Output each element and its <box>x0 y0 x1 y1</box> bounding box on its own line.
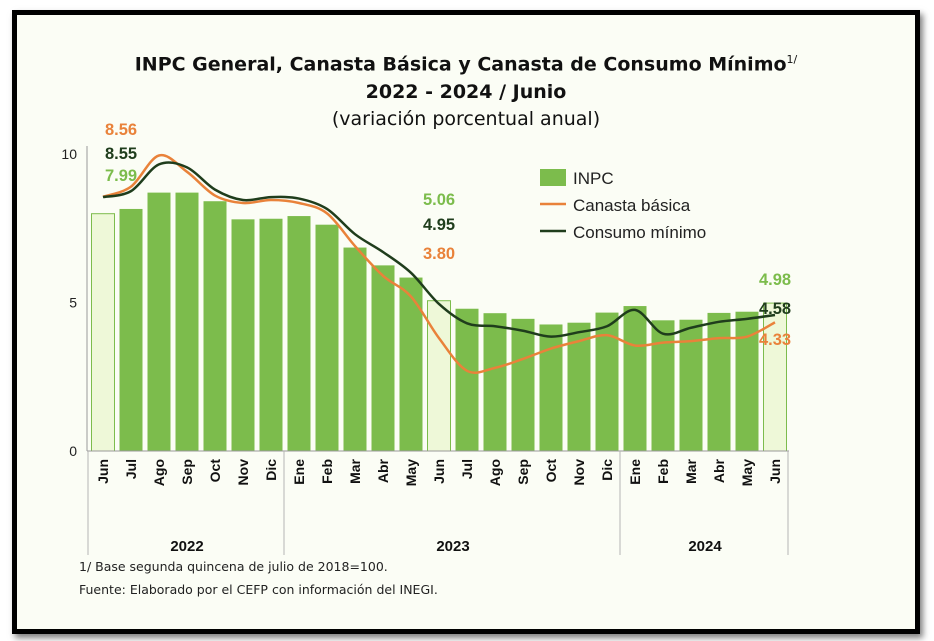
x-tick-label: Mar <box>683 458 699 483</box>
data-label-canasta: 8.56 <box>105 121 137 139</box>
inpc-bar <box>315 224 339 451</box>
inpc-bar <box>567 322 591 451</box>
data-label-inpc: 5.06 <box>423 191 455 209</box>
canasta-basica-line <box>102 153 776 374</box>
y-tick-label: 0 <box>69 443 77 459</box>
year-label: 2023 <box>436 538 469 555</box>
inpc-bar <box>763 302 787 452</box>
data-label-inpc: 7.99 <box>105 167 137 185</box>
x-tick-label: Nov <box>571 459 587 486</box>
data-label-consumo: 8.55 <box>105 145 137 163</box>
inpc-bar <box>119 208 143 451</box>
x-tick-label: Feb <box>319 459 335 484</box>
footnote-source: Fuente: Elaborado por el CEFP con inform… <box>79 582 438 597</box>
x-tick-label: Abr <box>375 458 391 483</box>
inpc-bar <box>679 319 703 451</box>
x-tick-label: Jun <box>431 459 447 484</box>
x-tick-label: Sep <box>179 459 195 485</box>
x-tick-label: Jul <box>459 459 475 479</box>
y-tick-label: 5 <box>69 295 77 311</box>
x-tick-label: May <box>403 459 419 486</box>
x-tick-label: Ago <box>151 459 167 486</box>
legend-label-canasta: Canasta básica <box>573 196 691 215</box>
inpc-bar <box>399 277 423 451</box>
inpc-bar <box>203 201 227 451</box>
x-tick-label: May <box>739 459 755 486</box>
x-tick-label: Oct <box>207 459 223 483</box>
data-label-inpc: 4.98 <box>759 271 791 289</box>
inpc-bar <box>231 219 255 451</box>
inpc-bar <box>511 318 535 451</box>
combo-chart: 0 5 10 Jun Jul Ago Sep Oct Nov Dic Ene Feb Mar Abr May… <box>61 121 791 555</box>
x-tick-label: Jun <box>95 459 111 484</box>
x-tick-label: Jun <box>767 459 783 484</box>
data-label-consumo: 4.95 <box>423 216 455 234</box>
legend-swatch-inpc <box>540 169 566 186</box>
inpc-bar <box>651 320 675 451</box>
inpc-bar <box>623 306 647 451</box>
x-tick-label: Oct <box>543 459 559 483</box>
legend-label-inpc: INPC <box>573 169 614 188</box>
x-tick-label: Nov <box>235 459 251 486</box>
inpc-bar <box>427 300 451 452</box>
inpc-bar <box>91 213 115 452</box>
x-tick-label: Ene <box>627 459 643 485</box>
x-tick-label: Jul <box>123 459 139 479</box>
inpc-bar <box>707 312 731 451</box>
consumo-minimo-line <box>102 161 776 338</box>
inpc-bar <box>175 192 199 452</box>
inpc-bar <box>595 312 619 451</box>
chart-title: INPC General, Canasta Básica y Canasta d… <box>17 53 915 75</box>
inpc-bar <box>735 311 759 451</box>
chart-subtitle: 2022 - 2024 / Junio <box>365 81 567 103</box>
inpc-bar <box>483 313 507 451</box>
x-tick-label: Dic <box>263 459 279 481</box>
y-tick-label: 10 <box>61 146 77 162</box>
x-tick-label: Feb <box>655 459 671 484</box>
data-label-canasta: 3.80 <box>423 245 455 263</box>
chart-frame: INPC General, Canasta Básica y Canasta d… <box>12 10 920 634</box>
inpc-bar <box>259 218 283 451</box>
inpc-bar <box>371 265 395 451</box>
inpc-bar <box>287 216 311 451</box>
x-tick-label: Ago <box>487 459 503 486</box>
year-label: 2024 <box>688 538 722 555</box>
x-tick-label: Sep <box>515 459 531 485</box>
data-label-canasta: 4.33 <box>759 331 791 349</box>
x-tick-label: Abr <box>711 458 727 483</box>
inpc-bar <box>147 192 171 452</box>
x-tick-label: Mar <box>347 458 363 483</box>
chart-title-text: INPC General, Canasta Básica y Canasta d… <box>134 53 787 76</box>
data-label-consumo: 4.58 <box>759 300 791 318</box>
footnote-base: 1/ Base segunda quincena de julio de 201… <box>79 559 388 574</box>
inpc-bar <box>455 308 479 451</box>
x-tick-label: Ene <box>291 459 307 485</box>
title-footnote-mark: 1/ <box>786 53 798 66</box>
chart-units: (variación porcentual anual) <box>331 108 601 130</box>
inpc-bar <box>539 324 563 451</box>
year-label: 2022 <box>170 538 203 555</box>
x-tick-label: Dic <box>599 459 615 481</box>
inpc-bar <box>343 247 367 451</box>
legend-label-consumo: Consumo mínimo <box>573 223 706 242</box>
